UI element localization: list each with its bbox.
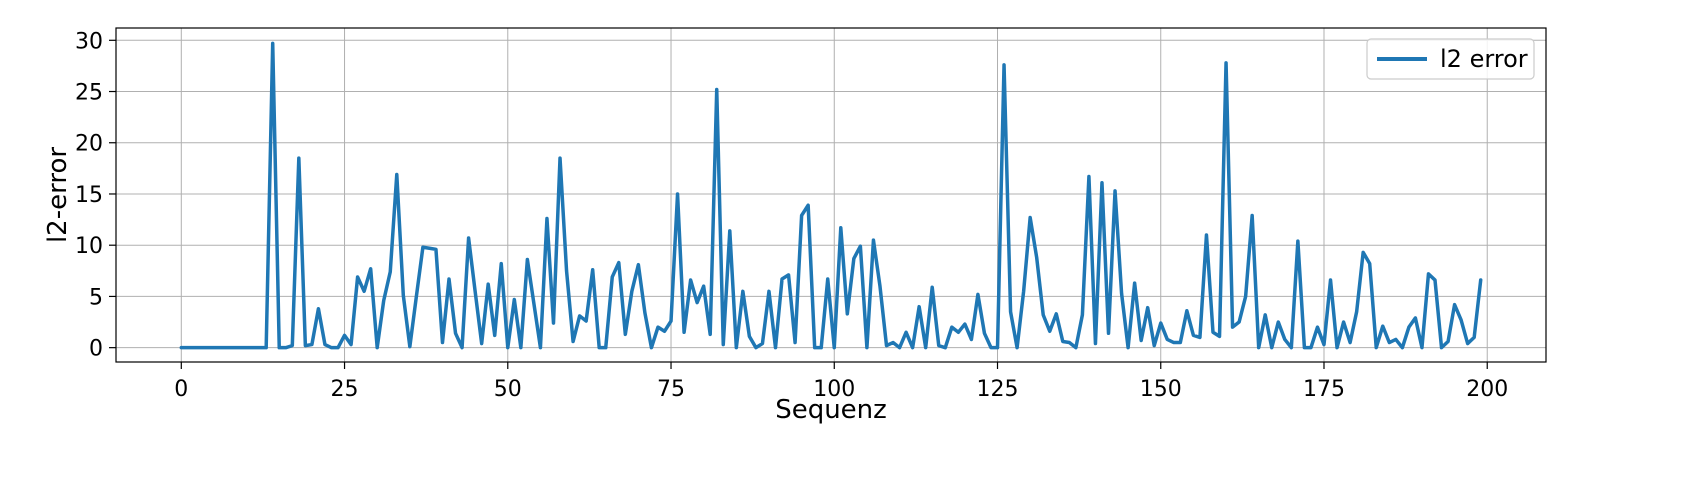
y-tick-label: 30 — [75, 29, 103, 54]
series-line-0 — [179, 41, 1483, 350]
y-tick-label: 10 — [75, 234, 103, 259]
x-axis-title: Sequenz — [775, 395, 887, 425]
x-tick-label: 25 — [331, 377, 359, 402]
axis-ticks: 0 25 50 75 100 125 150 175 200 0 5 10 15 20 25 30 — [75, 29, 1508, 402]
x-tick-label: 150 — [1140, 377, 1182, 402]
y-tick-label: 0 — [89, 337, 103, 362]
legend-label: l2 error — [1440, 45, 1528, 73]
x-tick-label: 0 — [174, 377, 188, 402]
y-tick-label: 15 — [75, 183, 103, 208]
plot-area — [179, 41, 1483, 350]
x-tick-label: 75 — [657, 377, 685, 402]
plot-frame — [115, 27, 1547, 363]
y-tick-label: 20 — [75, 132, 103, 157]
y-tick-label: 5 — [89, 285, 103, 310]
y-tick-label: 25 — [75, 81, 103, 106]
legend-box — [1366, 38, 1535, 80]
y-axis-title: l2-error — [43, 147, 73, 243]
x-tick-label: 175 — [1303, 377, 1345, 402]
legend: l2 error — [1366, 38, 1535, 80]
x-tick-label: 200 — [1466, 377, 1508, 402]
x-tick-label: 125 — [977, 377, 1019, 402]
x-tick-label: 100 — [813, 377, 855, 402]
x-tick-label: 50 — [494, 377, 522, 402]
